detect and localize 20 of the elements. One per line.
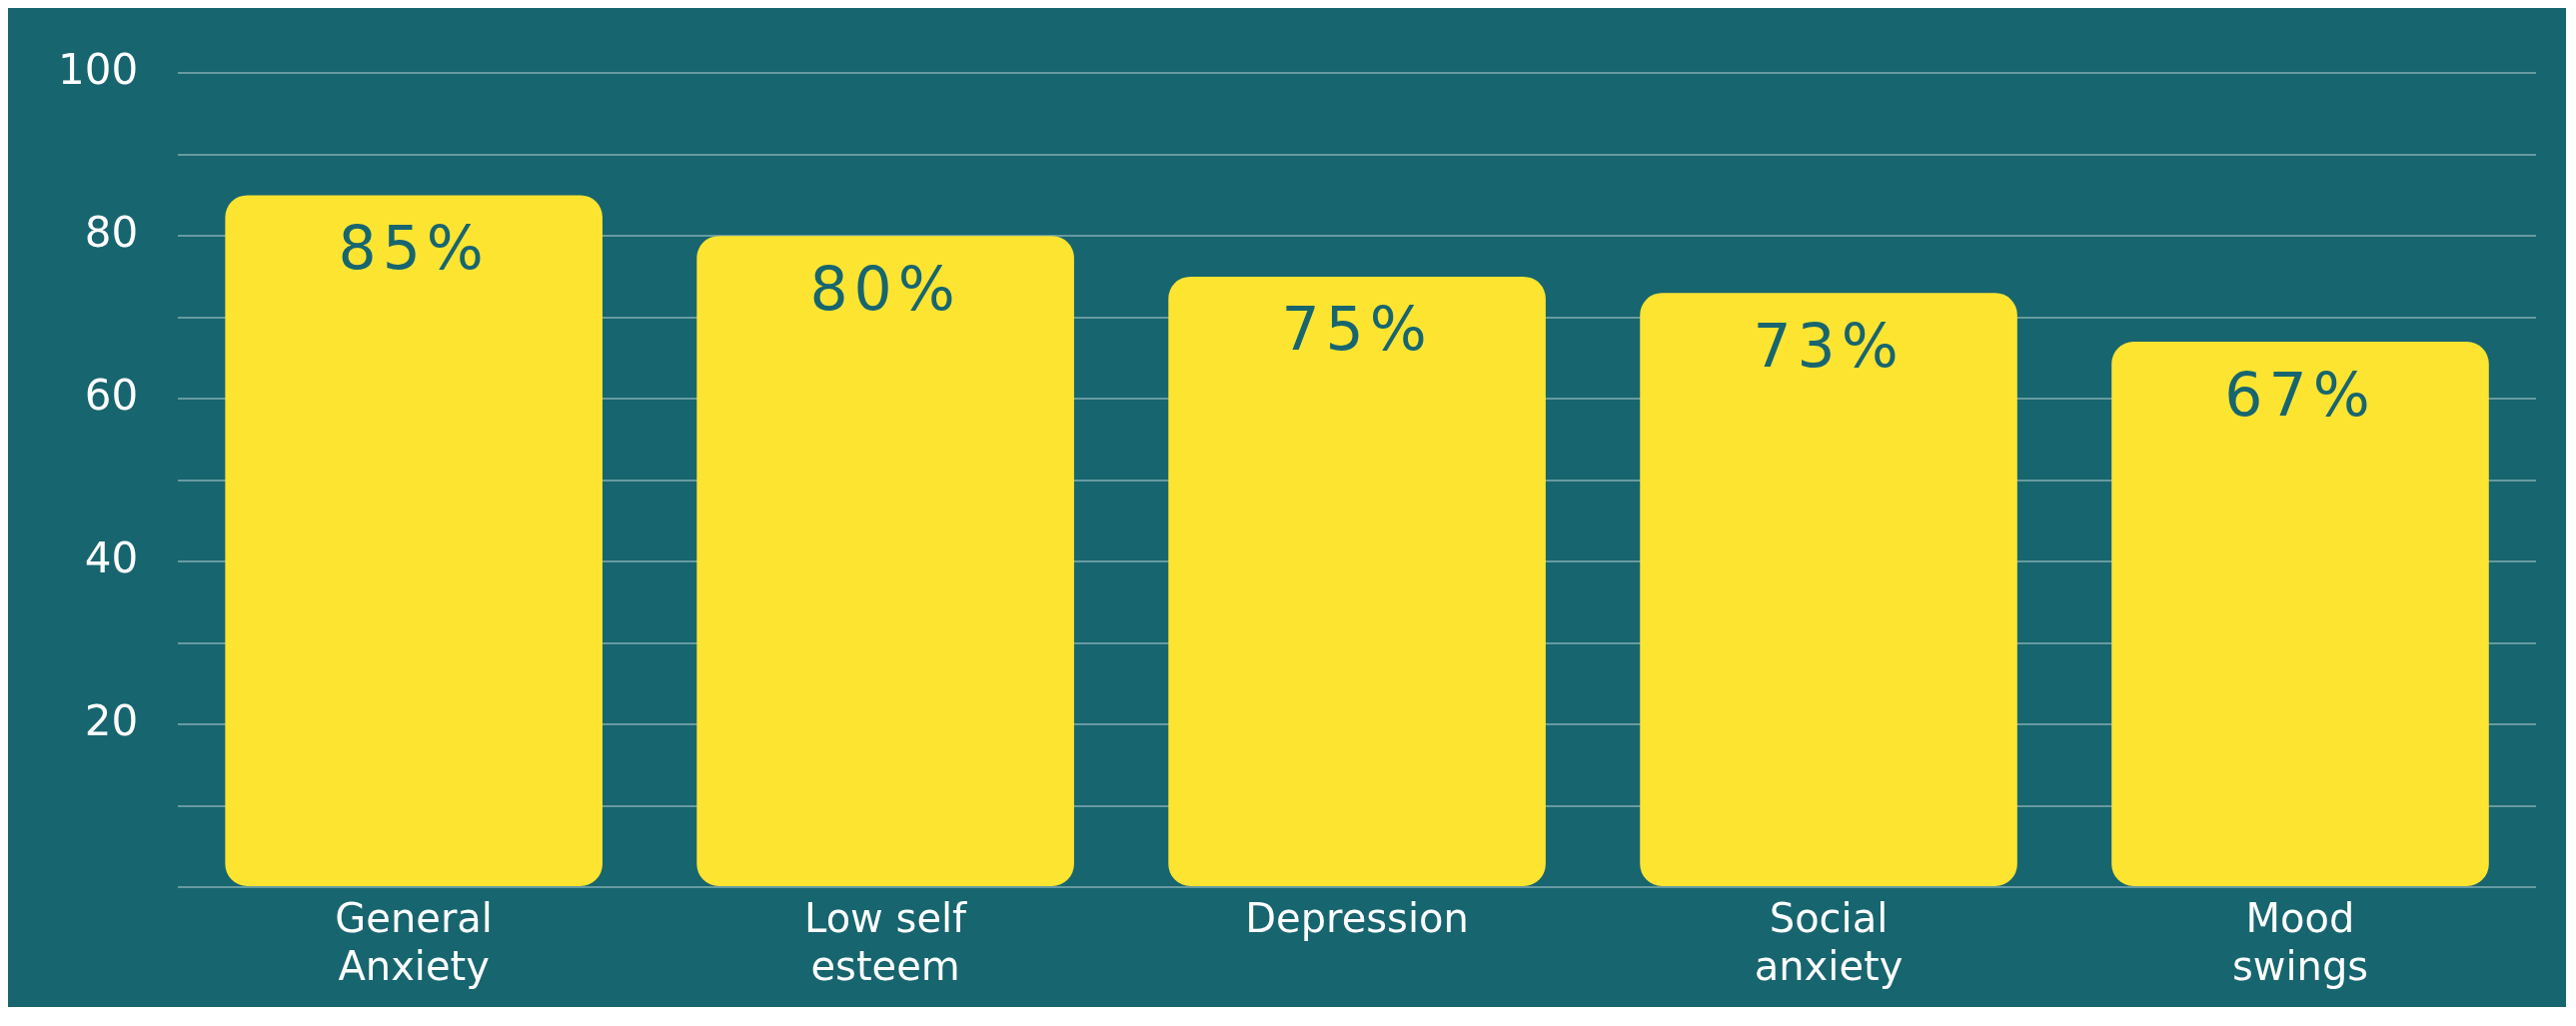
y-tick-label: 20 (84, 695, 139, 745)
y-tick-label: 60 (84, 371, 139, 421)
x-tick-label: Social anxiety (1754, 895, 1904, 990)
y-tick-label: 100 (57, 45, 139, 95)
bar (1640, 293, 2017, 886)
x-tick-label: General Anxiety (335, 895, 493, 990)
bar (225, 195, 603, 886)
x-tick-label: Mood swings (2231, 895, 2369, 990)
y-tick-label: 80 (84, 208, 139, 258)
data-label: 75% (1281, 294, 1433, 365)
bar (1168, 276, 1546, 886)
bar (696, 236, 1074, 886)
data-label: 80% (809, 253, 961, 324)
x-tick-label: Low self esteem (804, 895, 968, 990)
y-tick-label: 40 (84, 532, 139, 582)
data-label: 67% (2224, 359, 2376, 430)
data-label: 85% (338, 213, 490, 284)
bar (2111, 342, 2489, 886)
x-tick-label: Depression (1245, 895, 1469, 942)
data-label: 73% (1753, 310, 1905, 381)
